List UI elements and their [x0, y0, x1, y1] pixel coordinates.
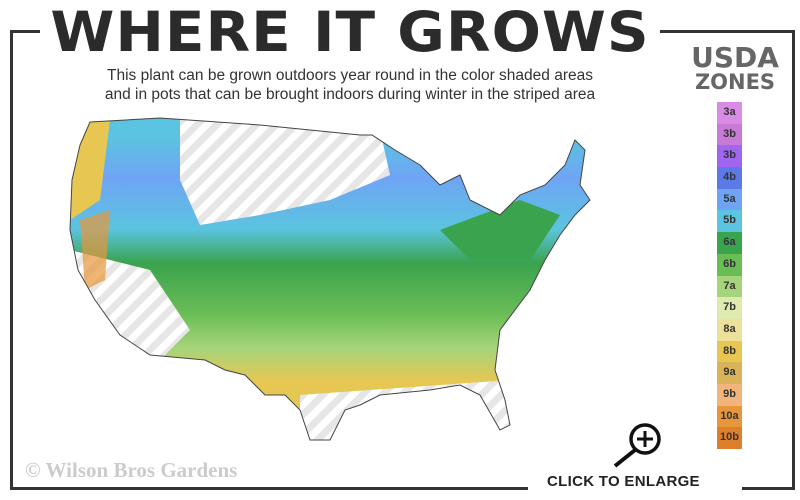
- legend-title: USDA ZONES: [680, 41, 790, 95]
- legend-zone-7a: 7a: [717, 275, 742, 298]
- legend-zone-9a: 9a: [717, 362, 742, 384]
- legend-zone-10a: 10a: [717, 405, 742, 428]
- click-to-enlarge-button[interactable]: CLICK TO ENLARGE: [547, 473, 700, 490]
- subtitle: This plant can be grown outdoors year ro…: [40, 66, 660, 104]
- legend-zone-3b: 3b: [717, 145, 742, 168]
- frame-line: [660, 30, 795, 33]
- legend-zone-3b: 3b: [717, 123, 742, 146]
- frame-line: [10, 30, 13, 490]
- usda-zone-map[interactable]: [0, 0, 700, 460]
- frame-line: [10, 487, 528, 490]
- legend-title-line: USDA: [691, 41, 779, 74]
- frame-line: [10, 30, 40, 33]
- subtitle-line: and in pots that can be brought indoors …: [104, 86, 596, 103]
- legend-zone-3a: 3a: [717, 102, 742, 124]
- legend-zone-8a: 8a: [717, 318, 742, 341]
- legend-zone-9b: 9b: [717, 383, 742, 406]
- legend-zone-7b: 7b: [717, 297, 742, 319]
- legend-zone-5a: 5a: [717, 188, 742, 211]
- legend-zone-8b: 8b: [717, 340, 742, 363]
- legend-title-line: ZONES: [694, 70, 776, 94]
- subtitle-line: This plant can be grown outdoors year ro…: [107, 67, 593, 84]
- frame-line: [792, 30, 795, 490]
- zone-legend: 3a 3b 3b 4b 5a 5b 6a 6b 7a 7b 8a 8b 9a 9b 10a 10b: [717, 102, 742, 449]
- legend-zone-10b: 10b: [717, 427, 742, 449]
- legend-zone-6b: 6b: [717, 253, 742, 276]
- magnifier-plus-icon[interactable]: [610, 422, 666, 470]
- legend-zone-6a: 6a: [717, 232, 742, 254]
- page-title: WHERE IT GROWS: [40, 1, 660, 62]
- legend-zone-5b: 5b: [717, 210, 742, 233]
- legend-zone-4b: 4b: [717, 167, 742, 189]
- copyright-watermark: © Wilson Bros Gardens: [25, 458, 238, 482]
- frame-line: [742, 487, 795, 490]
